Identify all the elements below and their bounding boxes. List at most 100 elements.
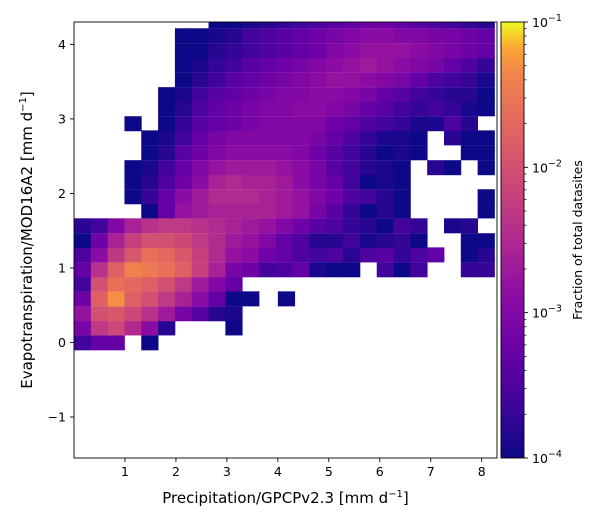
heatmap-cell [259, 262, 277, 278]
heatmap-cell [460, 218, 479, 234]
heatmap-cell [292, 233, 310, 249]
heatmap-cell [460, 130, 479, 146]
heatmap-cell [124, 189, 142, 205]
heatmap-cell [158, 291, 176, 307]
heatmap-cell [376, 116, 394, 132]
heatmap-cell [174, 160, 193, 176]
heatmap-cell [158, 145, 176, 161]
heatmap-cell [124, 262, 142, 278]
heatmap-cell [107, 320, 125, 336]
heatmap-cell [477, 160, 495, 176]
heatmap-cell [242, 43, 260, 59]
heatmap-cell [393, 72, 411, 88]
heatmap-cell [359, 130, 378, 146]
heatmap-cell [326, 262, 344, 278]
x-tick-label: 3 [223, 464, 231, 479]
heatmap-cell [460, 262, 479, 278]
heatmap-cell [393, 22, 411, 29]
heatmap-cell [292, 160, 310, 176]
heatmap-cell [74, 320, 92, 336]
x-axis-ticks: 1 2 3 4 5 6 7 8 [121, 458, 486, 479]
heatmap-cell [292, 57, 310, 73]
heatmap-cell [191, 101, 209, 117]
heatmap-cell [309, 262, 327, 278]
heatmap-cell [275, 189, 294, 205]
heatmap-cell [275, 174, 294, 190]
heatmap-cell [174, 145, 193, 161]
heatmap-cell [343, 116, 361, 132]
colorbar-ticks: 10−1 10−2 10−3 10−4 [524, 13, 562, 466]
heatmap-cell [259, 28, 277, 44]
heatmap-cell [242, 203, 260, 219]
heatmap-cell [359, 174, 378, 190]
heatmap-cell [309, 28, 327, 44]
heatmap-cell [74, 335, 92, 351]
heatmap-cell [376, 145, 394, 161]
heatmap-cell [208, 247, 226, 263]
heatmap-cell [410, 101, 428, 117]
heatmap-cell [107, 291, 125, 307]
heatmap-cell [174, 291, 193, 307]
heatmap-cell [242, 22, 260, 29]
y-tick-label: 2 [58, 186, 66, 201]
heatmap-cell [259, 174, 277, 190]
heatmap-cell [191, 247, 209, 263]
heatmap-cell [242, 87, 260, 103]
heatmap-cell [191, 72, 209, 88]
heatmap-cell [427, 43, 445, 59]
heatmap-cell [343, 43, 361, 59]
heatmap-cell [309, 145, 327, 161]
heatmap-cell [292, 203, 310, 219]
heatmap-cell [208, 87, 226, 103]
heatmap-cell [107, 306, 125, 322]
heatmap-cell [275, 57, 294, 73]
heatmap-cell [376, 160, 394, 176]
heatmap-cell [477, 203, 495, 219]
heatmap-cell [90, 218, 109, 234]
heatmap-cell [326, 28, 344, 44]
heatmap-cell [309, 87, 327, 103]
heatmap-cell [158, 306, 176, 322]
heatmap-cell [326, 22, 344, 29]
y-tick-label: 4 [58, 37, 66, 52]
heatmap-cell [275, 247, 294, 263]
heatmap-cell [326, 203, 344, 219]
heatmap-cell [326, 233, 344, 249]
heatmap-cell [90, 335, 109, 351]
heatmap-cell [275, 43, 294, 59]
heatmap-cell [259, 160, 277, 176]
heatmap-cell [343, 22, 361, 29]
heatmap-cell [410, 22, 428, 29]
heatmap-cell [292, 43, 310, 59]
heatmap-cell [275, 233, 294, 249]
heatmap-cell [208, 262, 226, 278]
heatmap-cell [460, 247, 479, 263]
heatmap-cell [376, 28, 394, 44]
heatmap-cell [191, 130, 209, 146]
heatmap-cell [208, 233, 226, 249]
heatmap-cell [292, 116, 310, 132]
heatmap-cell [460, 87, 479, 103]
heatmap-cell [208, 306, 226, 322]
heatmap-cell [275, 203, 294, 219]
heatmap-cell [225, 262, 243, 278]
heatmap-cell [208, 218, 226, 234]
heatmap-cell [158, 247, 176, 263]
heatmap-cell [242, 174, 260, 190]
heatmap-cell [427, 116, 445, 132]
heatmap-cell [174, 57, 193, 73]
heatmap-cell [141, 291, 159, 307]
heatmap-cell [292, 101, 310, 117]
heatmap-cell [460, 101, 479, 117]
heatmap-cell [191, 160, 209, 176]
heatmap-cell [292, 72, 310, 88]
heatmap-cell [275, 28, 294, 44]
heatmap-cell [259, 218, 277, 234]
heatmap-cell [393, 218, 411, 234]
heatmap-cell [343, 189, 361, 205]
heatmap-cell [74, 233, 92, 249]
x-tick-label: 5 [325, 464, 333, 479]
heatmap-cell [292, 174, 310, 190]
heatmap-cell [174, 262, 193, 278]
heatmap-cell [74, 276, 92, 292]
